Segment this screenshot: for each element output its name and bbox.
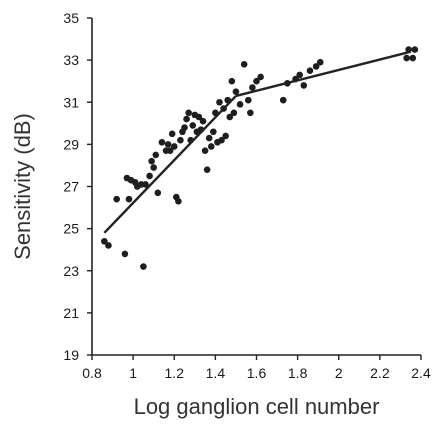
data-point [168, 130, 176, 138]
data-point [279, 96, 287, 104]
data-point [181, 124, 188, 131]
data-point [121, 250, 129, 258]
data-point [154, 189, 162, 197]
y-tick-label: 33 [63, 52, 79, 68]
data-point [195, 113, 203, 121]
data-point [207, 143, 215, 150]
data-point [230, 109, 238, 117]
data-point [236, 101, 244, 108]
data-points [101, 46, 419, 270]
fit-line-segment [103, 95, 237, 234]
fit-lines [103, 50, 412, 234]
fit-line-segment [235, 50, 412, 98]
data-point [244, 96, 252, 104]
y-tick-label: 19 [63, 347, 79, 363]
data-point [312, 63, 320, 70]
data-point [101, 237, 108, 245]
data-point [253, 77, 260, 85]
data-point [228, 77, 236, 85]
data-point [183, 115, 190, 123]
y-tick-label: 29 [63, 136, 79, 152]
data-point [189, 122, 197, 129]
data-point [306, 67, 314, 74]
data-point [240, 61, 248, 68]
data-point [166, 147, 174, 154]
data-point [164, 141, 172, 148]
data-point [218, 136, 225, 144]
data-point [232, 88, 240, 96]
data-point [300, 82, 308, 89]
data-point [226, 113, 234, 121]
data-point [247, 109, 254, 117]
y-tick-label: 21 [63, 305, 79, 321]
data-point [409, 54, 417, 62]
data-point [316, 58, 324, 66]
data-point [201, 147, 209, 154]
data-point [105, 242, 112, 249]
x-tick-label: 2.2 [370, 365, 390, 381]
x-axis-title: Log ganglion cell number [134, 394, 380, 419]
data-point [146, 172, 153, 180]
data-point [403, 54, 410, 62]
y-tick-label: 31 [63, 94, 79, 110]
data-point [158, 138, 166, 146]
data-point [170, 143, 178, 150]
x-tick-label: 1 [129, 365, 137, 381]
data-point [411, 46, 419, 53]
y-axis-title: Sensitivity (dB) [10, 113, 35, 260]
y-tick-label: 27 [63, 179, 79, 195]
data-point [175, 197, 182, 205]
y-tick-label: 35 [63, 10, 79, 26]
x-tick-label: 1.2 [165, 365, 185, 381]
y-ticks: 19 21 23 25 27 29 31 33 35 [63, 10, 92, 363]
data-point [222, 132, 229, 140]
x-tick-label: 1.8 [288, 365, 308, 381]
data-point [185, 109, 192, 117]
data-point [249, 84, 256, 91]
x-ticks: 0.8 1 1.2 1.4 1.6 1.8 2 2.2 2.4 [82, 355, 431, 381]
data-point [205, 134, 213, 142]
x-tick-label: 2 [335, 365, 343, 381]
x-tick-label: 1.4 [206, 365, 226, 381]
data-point [148, 157, 155, 165]
data-point [203, 166, 211, 173]
y-tick-label: 23 [63, 263, 79, 279]
data-point [152, 151, 160, 159]
data-point [210, 128, 217, 136]
data-point [177, 136, 184, 144]
x-tick-label: 1.6 [247, 365, 267, 381]
data-point [150, 164, 157, 171]
x-tick-label: 2.4 [411, 365, 431, 381]
data-point [113, 195, 120, 203]
data-point [140, 263, 147, 270]
data-point [142, 181, 149, 188]
data-point [199, 117, 207, 125]
x-tick-label: 0.8 [82, 365, 102, 381]
y-tick-label: 25 [63, 221, 79, 237]
data-point [296, 71, 303, 79]
data-point [257, 73, 264, 81]
data-point [216, 98, 223, 106]
data-point [125, 195, 133, 203]
